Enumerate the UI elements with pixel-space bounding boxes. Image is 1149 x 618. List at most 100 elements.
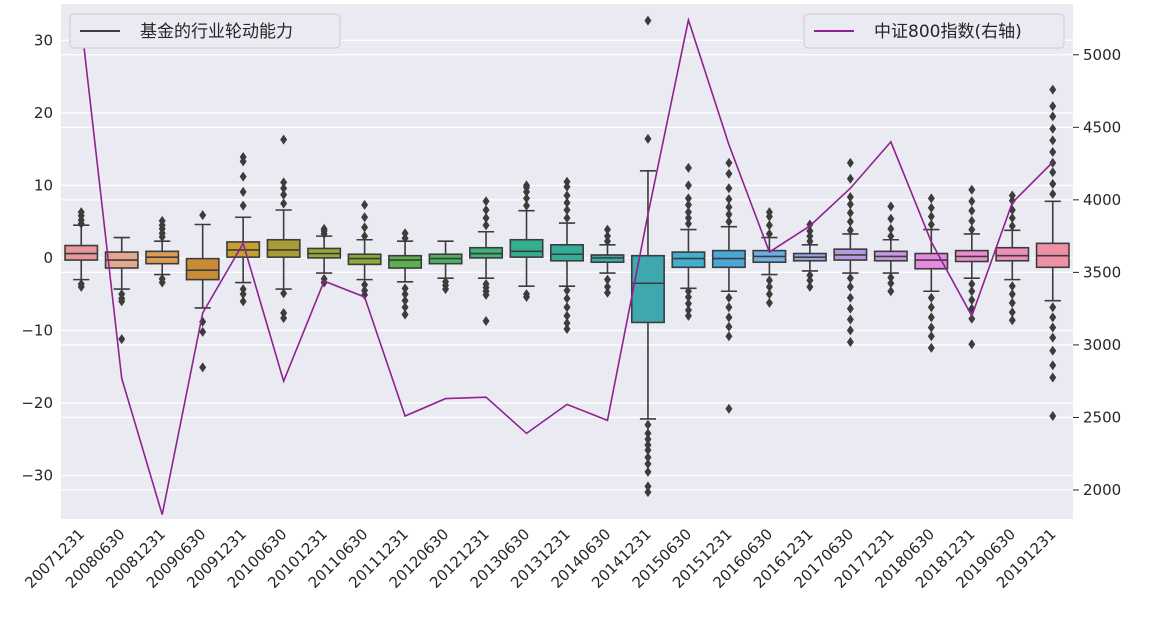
outlier-point	[846, 273, 854, 284]
outlier-point	[684, 199, 692, 210]
outlier-point	[1008, 212, 1016, 223]
outlier-point	[644, 440, 652, 451]
box-group	[833, 157, 868, 348]
outlier-point	[927, 211, 935, 222]
outlier-point	[118, 334, 126, 345]
outlier-point	[563, 323, 571, 334]
outlier-point	[401, 283, 409, 294]
outlier-point	[968, 313, 976, 324]
outlier-point	[361, 199, 369, 210]
legend-right: 中证800指数(右轴)	[803, 13, 1065, 49]
outlier-point	[1008, 289, 1016, 300]
outlier-point	[1049, 302, 1057, 313]
outlier-point	[927, 292, 935, 303]
outlier-point	[401, 295, 409, 306]
box-group	[469, 196, 504, 326]
box-group	[347, 199, 382, 300]
outlier-point	[765, 220, 773, 231]
right-tick-label: 3500	[1083, 263, 1121, 281]
outlier-point	[887, 278, 895, 289]
legend-left: 基金的行业轮动能力	[69, 13, 341, 49]
outlier-point	[927, 331, 935, 342]
outlier-point	[765, 289, 773, 300]
outlier-point	[887, 231, 895, 242]
box-group	[428, 240, 463, 295]
outlier-point	[1049, 123, 1057, 134]
outlier-point	[563, 318, 571, 329]
outlier-point	[968, 215, 976, 226]
outlier-point	[725, 168, 733, 179]
outlier-point	[684, 286, 692, 297]
outlier-point	[1049, 411, 1057, 421]
outlier-point	[765, 297, 773, 308]
outlier-point	[887, 272, 895, 283]
outlier-point	[765, 228, 773, 239]
outlier-point	[158, 215, 166, 226]
outlier-point	[927, 302, 935, 313]
outlier-point	[684, 218, 692, 229]
box-group	[509, 180, 544, 303]
right-axis: 2000 2500 3000 3500 4000 4500 5000	[1073, 46, 1121, 499]
box-group	[671, 162, 706, 321]
outlier-point	[118, 296, 126, 307]
outlier-point	[239, 152, 247, 163]
box-group	[307, 223, 342, 288]
box-group	[266, 134, 301, 324]
outlier-point	[401, 228, 409, 239]
outlier-point	[1049, 360, 1057, 371]
outlier-point	[806, 281, 814, 292]
outlier-point	[280, 308, 288, 318]
outlier-point	[806, 275, 814, 286]
outlier-point	[968, 286, 976, 297]
outlier-point	[523, 180, 531, 191]
outlier-point	[1049, 101, 1057, 112]
box-group	[104, 236, 139, 345]
left-tick-label: 10	[34, 176, 53, 194]
outlier-point	[1049, 84, 1057, 95]
right-tick-label: 2500	[1083, 408, 1121, 426]
outlier-point	[442, 284, 450, 295]
outlier-point	[725, 157, 733, 168]
outlier-point	[1049, 332, 1057, 343]
outlier-point	[927, 342, 935, 353]
outlier-point	[280, 134, 288, 145]
outlier-point	[523, 200, 531, 211]
outlier-point	[361, 222, 369, 233]
outlier-point	[1049, 135, 1057, 146]
outlier-point	[280, 198, 288, 209]
outlier-point	[806, 226, 814, 237]
outlier-point	[1049, 189, 1057, 200]
outlier-point	[280, 313, 288, 324]
outlier-point	[846, 225, 854, 236]
outlier-point	[725, 403, 733, 414]
outlier-point	[887, 223, 895, 234]
outlier-point	[603, 281, 611, 292]
outlier-point	[482, 220, 490, 231]
left-tick-label: 0	[43, 249, 53, 267]
outlier-point	[644, 419, 652, 430]
outlier-point	[846, 207, 854, 218]
box-group	[64, 207, 99, 292]
outlier-point	[1008, 195, 1016, 206]
outlier-point	[684, 193, 692, 204]
outlier-point	[563, 176, 571, 187]
box-group	[792, 219, 827, 292]
outlier-point	[927, 193, 935, 204]
outlier-point	[482, 289, 490, 300]
outlier-point	[644, 452, 652, 463]
outlier-point	[846, 337, 854, 348]
outlier-point	[765, 281, 773, 292]
outlier-point	[644, 481, 652, 492]
outlier-point	[280, 177, 288, 188]
outlier-point	[563, 205, 571, 215]
outlier-point	[927, 219, 935, 230]
boxes	[64, 15, 1070, 498]
outlier-point	[1049, 322, 1057, 333]
outlier-point	[968, 339, 976, 350]
outlier-point	[1049, 372, 1057, 383]
box-group	[226, 152, 261, 307]
outlier-point	[320, 223, 328, 234]
outlier-point	[806, 236, 814, 247]
x-axis: 2007123120080630200812312009063020091231…	[21, 525, 1059, 592]
